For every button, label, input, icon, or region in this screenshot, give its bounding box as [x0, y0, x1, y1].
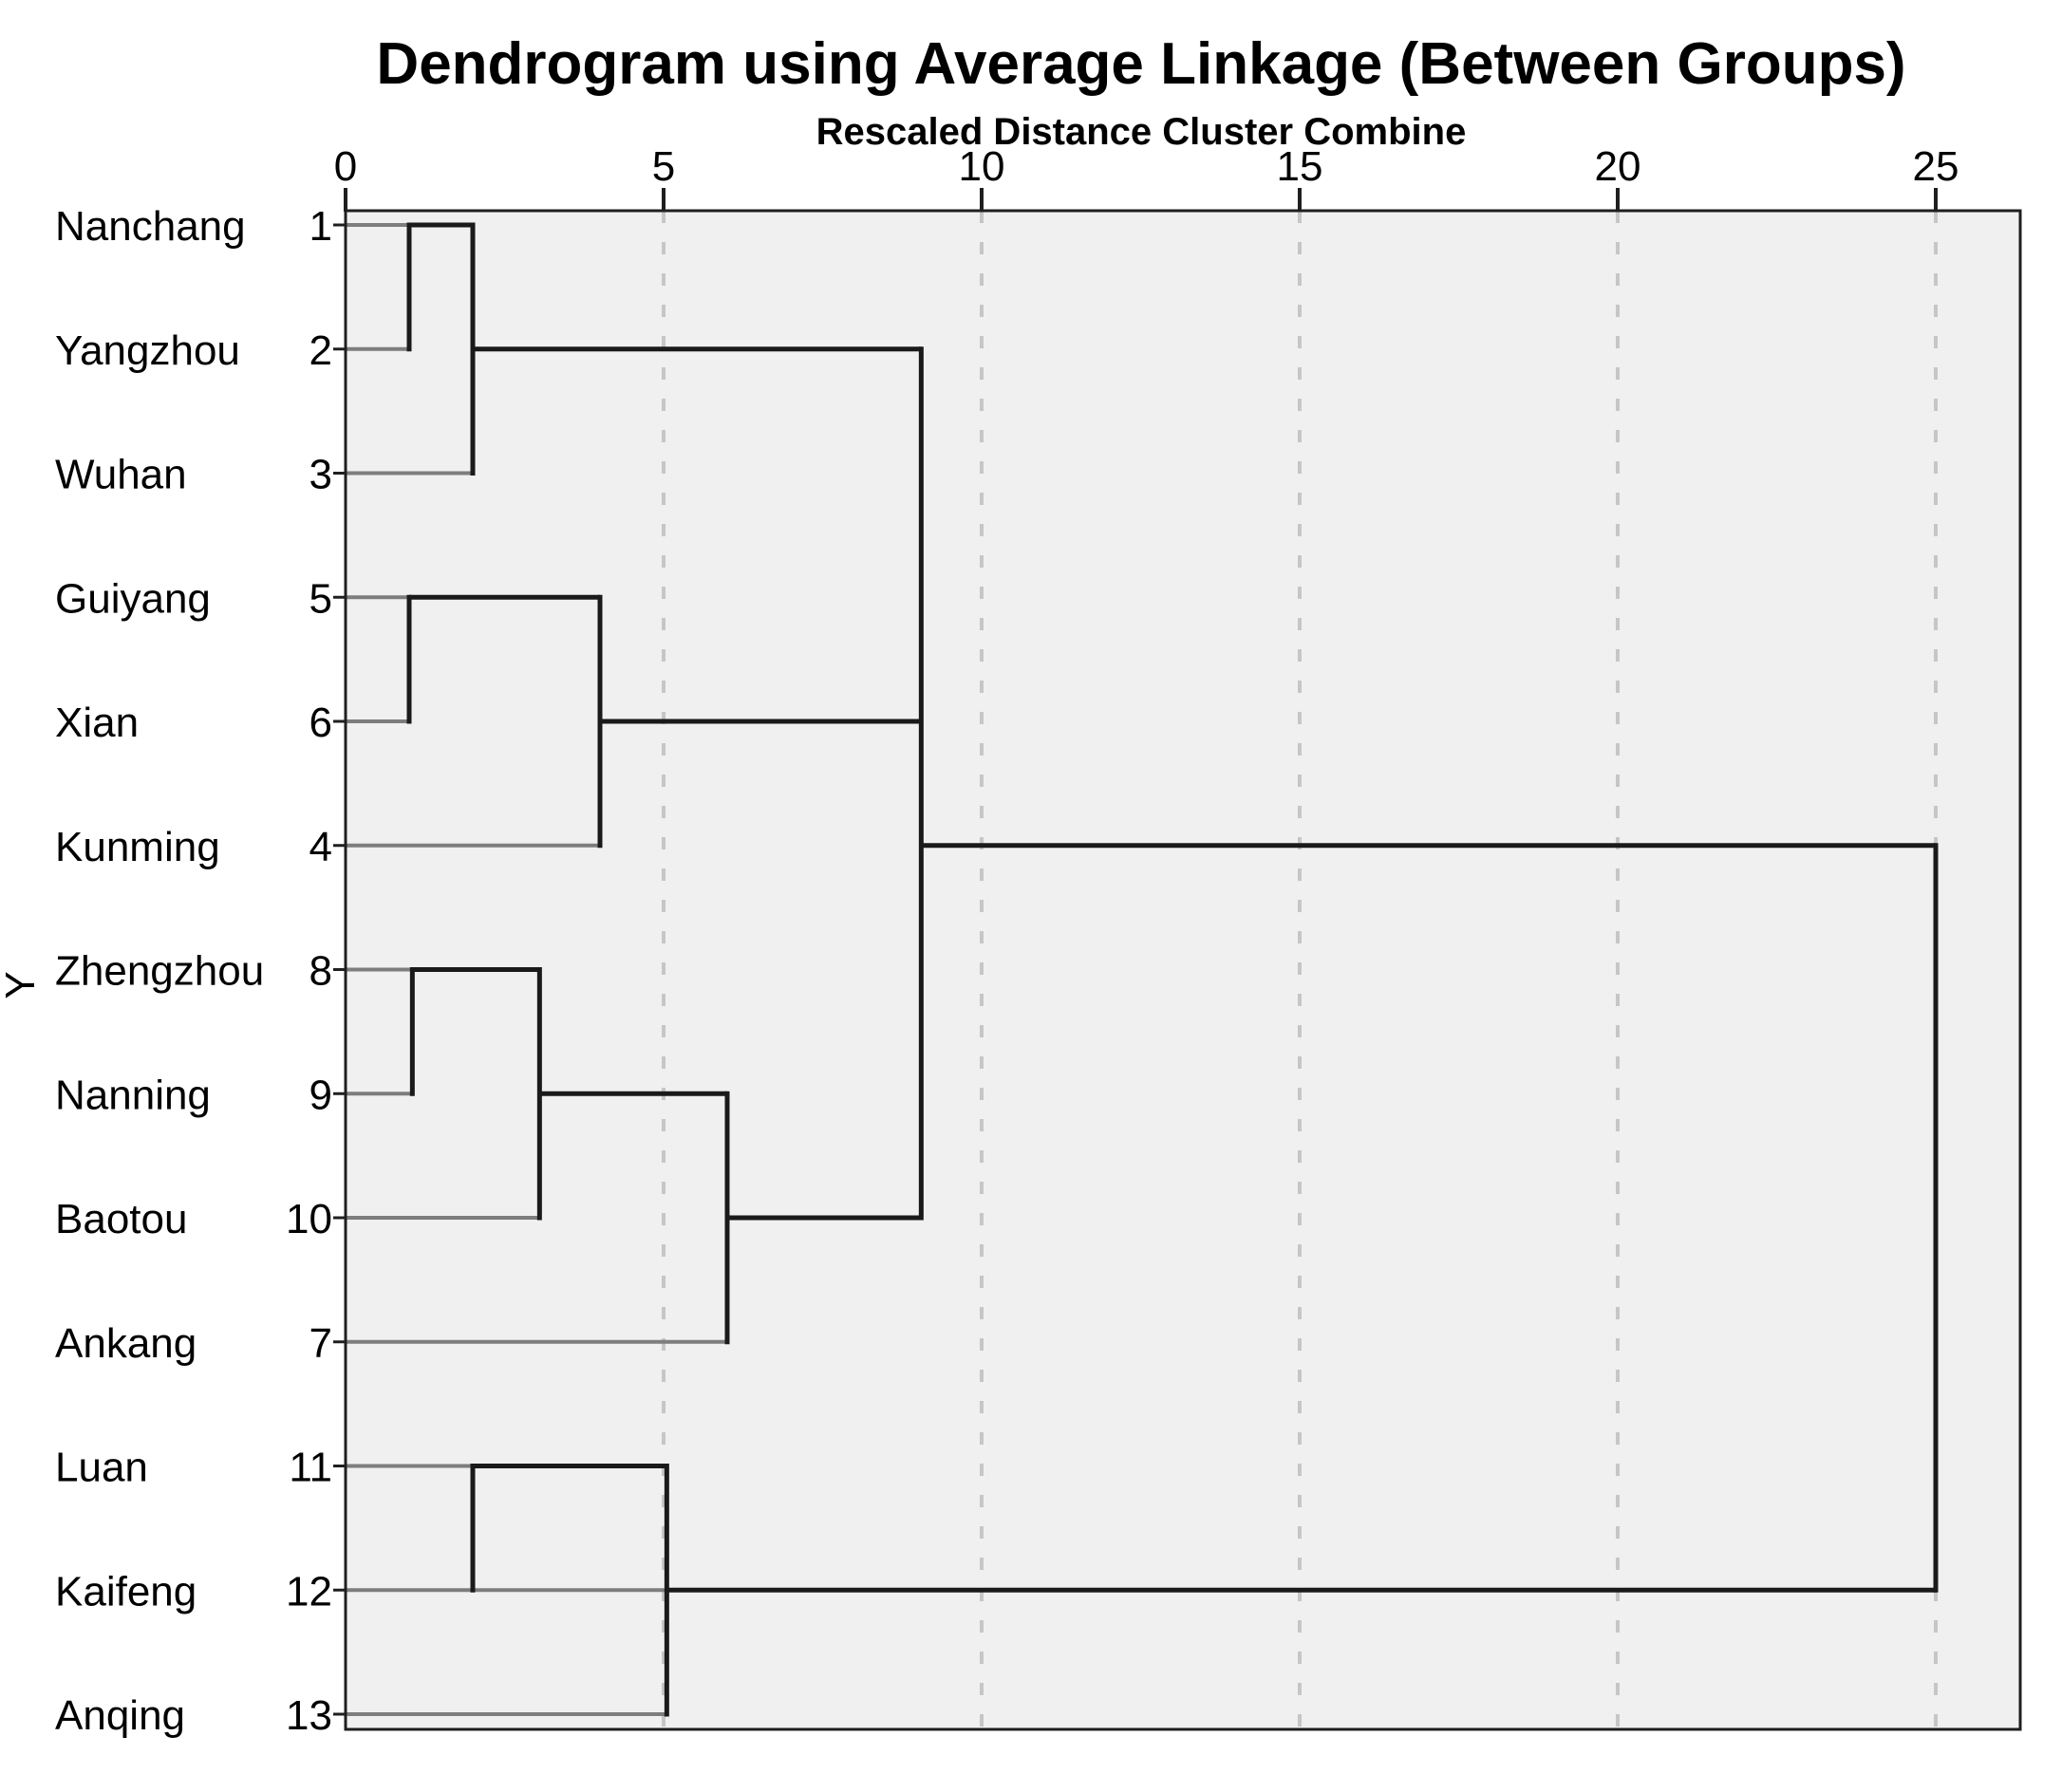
axis-tick-label: 20 — [1595, 143, 1641, 190]
leaf-label: Ankang — [55, 1320, 197, 1367]
leaf-case-number: 3 — [309, 452, 332, 498]
leaf-stub-layer — [346, 223, 727, 1716]
leaf-label: Anqing — [55, 1692, 185, 1739]
leaf-label: Kunming — [55, 824, 220, 870]
leaf-case-number: 7 — [309, 1320, 332, 1367]
leaf-case-number: 4 — [309, 824, 332, 870]
chart-subtitle: Rescaled Distance Cluster Combine — [816, 111, 1467, 153]
leaf-case-number: 5 — [309, 575, 332, 622]
axis-tick-label: 10 — [959, 143, 1005, 190]
leaf-case-number: 11 — [289, 1445, 332, 1491]
leaf-case-number: 12 — [286, 1568, 332, 1615]
cluster-line-layer — [406, 222, 1939, 1717]
leaf-label: Kaifeng — [55, 1568, 197, 1615]
leaf-label: Baotou — [55, 1196, 187, 1242]
leaf-label: Guiyang — [55, 575, 211, 622]
leaf-case-number: 1 — [309, 203, 332, 250]
leaf-case-number: 13 — [286, 1692, 332, 1739]
axis-tick-label: 0 — [334, 143, 357, 190]
axis-tick-label: 5 — [652, 143, 675, 190]
axis-tick-label: 25 — [1913, 143, 1959, 190]
axis-tick-label: 15 — [1277, 143, 1323, 190]
leaf-label: Luan — [55, 1445, 148, 1491]
leaf-label: Yangzhou — [55, 327, 240, 374]
axis-layer — [333, 188, 2022, 1731]
leaf-label: Nanchang — [55, 203, 246, 250]
leaf-case-number: 2 — [309, 327, 332, 374]
leaf-label: Nanning — [55, 1072, 211, 1118]
plot-area — [346, 211, 2020, 1729]
y-axis-label: Y — [0, 971, 44, 999]
plot-background-layer — [346, 211, 2020, 1729]
leaf-label: Xian — [55, 700, 139, 746]
chart-title: Dendrogram using Average Linkage (Betwee… — [376, 31, 1905, 97]
leaf-label: Zhengzhou — [55, 948, 264, 995]
leaf-label: Wuhan — [55, 452, 187, 498]
leaf-case-number: 6 — [309, 700, 332, 746]
label-layer: 0 5 10 15 20 25 1 Nanchang 2 Yangzhou 3 Wuhan 5 Guiya… — [55, 143, 1959, 1739]
leaf-case-number: 9 — [309, 1072, 332, 1118]
leaf-case-number: 8 — [309, 948, 332, 995]
leaf-case-number: 10 — [286, 1196, 332, 1242]
